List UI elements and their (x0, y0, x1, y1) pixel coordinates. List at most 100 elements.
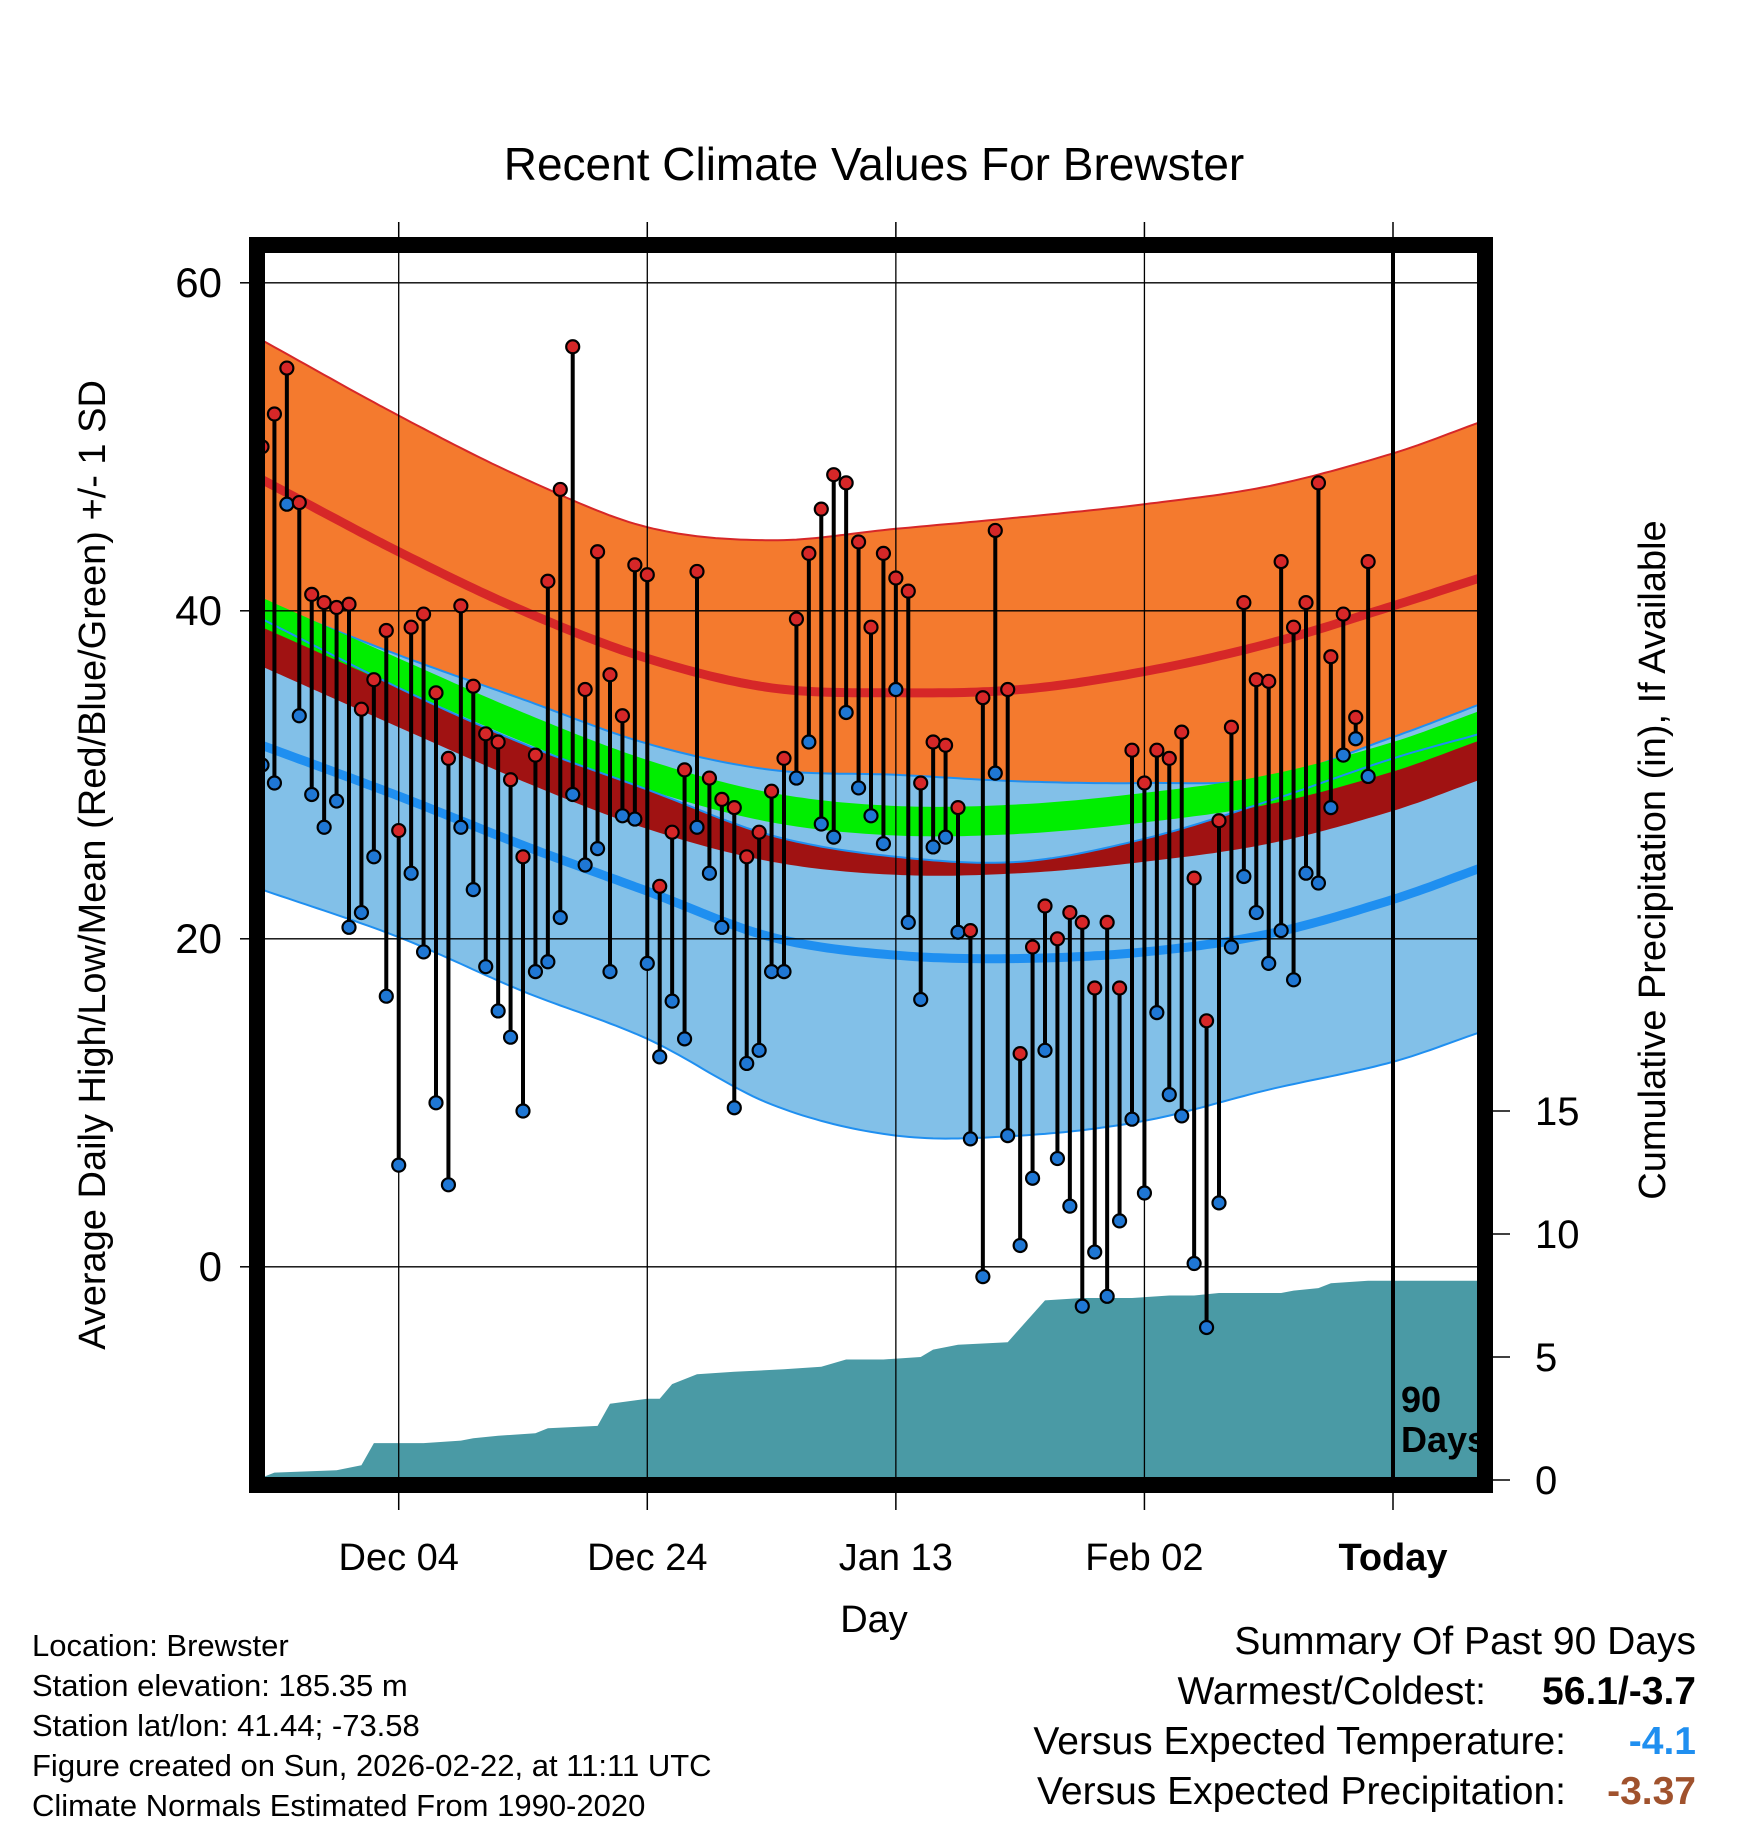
low-point (465, 881, 481, 898)
high-point (1037, 898, 1053, 914)
high-point (937, 737, 954, 753)
high-point (1136, 775, 1153, 791)
y2-tick-label: 10 (1535, 1213, 1580, 1257)
high-point (1285, 619, 1302, 635)
low-point (1099, 1288, 1115, 1304)
high-point (664, 824, 680, 840)
high-point (1310, 475, 1327, 491)
low-point (788, 770, 805, 786)
high-point (1111, 980, 1128, 996)
low-point (1174, 1108, 1190, 1124)
low-point (565, 786, 581, 803)
latlon-label: Station lat/lon: 41.44; -73.58 (32, 1708, 420, 1743)
low-point (1062, 1198, 1078, 1214)
low-point (552, 909, 568, 926)
high-point (1049, 931, 1066, 947)
low-point (639, 955, 655, 972)
high-point (962, 922, 979, 939)
low-point (1124, 1111, 1140, 1127)
low-point (937, 829, 954, 845)
high-point (714, 791, 730, 808)
low-point (440, 1177, 457, 1193)
high-point (788, 611, 805, 627)
high-point (440, 750, 457, 767)
low-point (701, 865, 718, 881)
high-point (490, 734, 506, 750)
high-point (863, 619, 879, 635)
low-point (875, 836, 892, 852)
location-label: Location: Brewster (32, 1628, 289, 1663)
x-tick-label: Dec 24 (587, 1537, 707, 1579)
low-point (540, 954, 556, 970)
high-point (1012, 1045, 1028, 1062)
low-point (913, 991, 929, 1008)
low-point (1335, 747, 1351, 763)
high-point (1298, 594, 1314, 611)
low-point (900, 914, 916, 931)
high-point (602, 667, 618, 683)
high-point (751, 824, 767, 840)
high-point (341, 596, 357, 612)
low-point (1348, 731, 1364, 747)
high-point (1000, 681, 1016, 698)
low-point (801, 734, 817, 750)
low-point (652, 1049, 668, 1065)
high-point (1273, 553, 1289, 570)
warmest-value: 56.1/-3.7 (1542, 1670, 1696, 1713)
high-point (366, 672, 382, 688)
high-point (1174, 724, 1190, 740)
high-point (1211, 813, 1227, 829)
high-point (1186, 870, 1202, 886)
high-point (1087, 980, 1103, 996)
low-point (1285, 972, 1302, 988)
low-point (577, 857, 593, 873)
low-point (1037, 1042, 1053, 1058)
high-point (925, 734, 941, 750)
high-point (1360, 553, 1376, 570)
low-point (776, 963, 792, 980)
high-point (403, 619, 419, 635)
low-point (304, 786, 320, 803)
high-point (515, 849, 531, 865)
low-point (1198, 1319, 1215, 1336)
high-point (478, 726, 494, 742)
high-point (328, 599, 345, 616)
high-point (639, 567, 655, 583)
temp-diff-label: Versus Expected Temperature: (1033, 1720, 1566, 1763)
ninety-days-label-1: 90 (1401, 1379, 1441, 1420)
low-point (1149, 1004, 1165, 1021)
high-point (627, 557, 643, 573)
low-point (1261, 955, 1277, 972)
low-point (266, 775, 283, 791)
low-point (1360, 768, 1376, 785)
high-point (689, 563, 705, 580)
x-tick-label: Jan 13 (839, 1537, 953, 1579)
normals-label: Climate Normals Estimated From 1990-2020 (32, 1788, 646, 1823)
high-point (453, 598, 469, 614)
high-point (676, 762, 693, 778)
low-point (1161, 1086, 1177, 1103)
summary-heading: Summary Of Past 90 Days (1234, 1620, 1696, 1663)
y-tick-label: 40 (175, 587, 222, 634)
high-point (1261, 673, 1277, 689)
x-tick-label: Dec 04 (339, 1537, 459, 1579)
low-point (1223, 939, 1240, 955)
temp-diff-value: -4.1 (1628, 1720, 1696, 1763)
high-point (1348, 709, 1364, 726)
plot-area (262, 250, 1480, 1480)
high-point (577, 681, 593, 698)
high-point (1198, 1013, 1215, 1029)
high-point (726, 799, 742, 816)
high-point (838, 475, 854, 491)
high-point (975, 690, 991, 706)
precip-diff-label: Versus Expected Precipitation: (1037, 1770, 1566, 1813)
low-point (739, 1055, 755, 1072)
high-point (652, 878, 668, 894)
high-point (1099, 914, 1115, 931)
low-point (987, 765, 1003, 781)
high-point (415, 606, 432, 622)
plot-frame (249, 237, 1493, 1493)
high-point (502, 772, 519, 788)
y-axis-label: Average Daily High/Low/Mean (Red/Blue/Gr… (72, 380, 114, 1350)
low-point (1310, 875, 1327, 891)
